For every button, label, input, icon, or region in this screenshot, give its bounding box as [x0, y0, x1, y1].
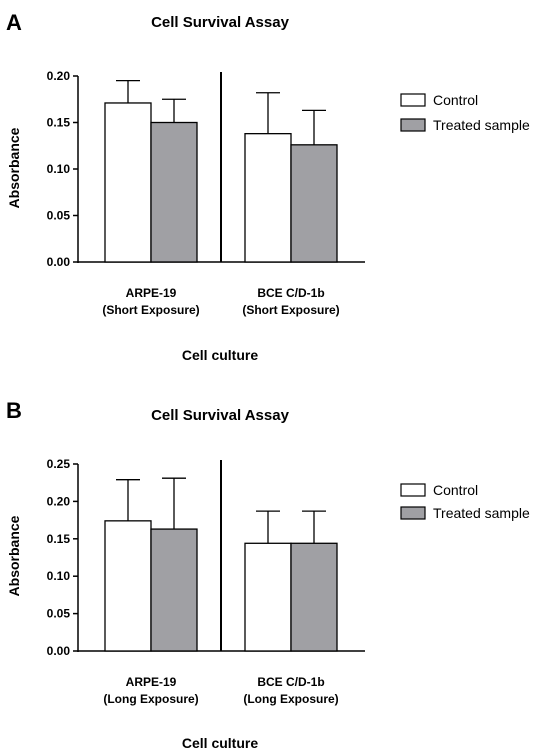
x-category-label: BCE C/D-1b — [257, 286, 324, 300]
x-category-label: ARPE-19 — [126, 675, 177, 689]
panel-letter: A — [6, 10, 22, 35]
x-category-label: ARPE-19 — [126, 286, 177, 300]
legend-label: Treated sample — [433, 505, 530, 521]
legend-label: Control — [433, 482, 478, 498]
y-axis-title: Absorbance — [6, 127, 22, 208]
bar-control — [244, 542, 292, 652]
legend-swatch — [400, 506, 426, 520]
panel-a: A Cell Survival Assay 0.00 0.05 0.10 0.15 0.20… — [6, 10, 530, 363]
x-category-sublabel: (Long Exposure) — [243, 692, 338, 706]
legend-swatch — [400, 483, 426, 497]
y-tick-label: 0.00 — [47, 255, 71, 269]
y-tick-label: 0.00 — [47, 644, 71, 658]
bar-treated-sample — [290, 542, 338, 652]
y-axis-title: Absorbance — [6, 515, 22, 596]
y-tick-label: 0.20 — [47, 69, 71, 83]
x-category-label: BCE C/D-1b — [257, 675, 324, 689]
x-category-sublabel: (Short Exposure) — [242, 303, 339, 317]
legend-label: Control — [433, 92, 478, 108]
x-category-sublabel: (Short Exposure) — [102, 303, 199, 317]
chart-title: Cell Survival Assay — [151, 407, 290, 424]
bar-control — [244, 133, 292, 263]
legend-swatch — [400, 118, 426, 132]
y-tick-label: 0.05 — [47, 607, 71, 621]
x-axis-title: Cell culture — [182, 735, 258, 751]
y-tick-label: 0.15 — [47, 532, 71, 546]
x-category-sublabel: (Long Exposure) — [103, 692, 198, 706]
panel-b: B Cell Survival Assay 0.00 0.05 0.10 0.15 0.20… — [6, 398, 530, 751]
y-tick-label: 0.10 — [47, 569, 71, 583]
bar-control — [104, 520, 152, 652]
bar-treated-sample — [150, 528, 198, 652]
legend-label: Treated sample — [433, 117, 530, 133]
y-tick-label: 0.05 — [47, 209, 71, 223]
bar-treated-sample — [290, 144, 338, 263]
chart-title: Cell Survival Assay — [151, 14, 290, 31]
legend-swatch — [400, 93, 426, 107]
y-tick-label: 0.10 — [47, 162, 71, 176]
y-tick-label: 0.25 — [47, 457, 71, 471]
y-tick-label: 0.20 — [47, 494, 71, 508]
x-axis-title: Cell culture — [182, 347, 258, 363]
y-tick-label: 0.15 — [47, 116, 71, 130]
bar-control — [104, 102, 152, 263]
panel-letter: B — [6, 398, 22, 423]
bar-treated-sample — [150, 121, 198, 263]
